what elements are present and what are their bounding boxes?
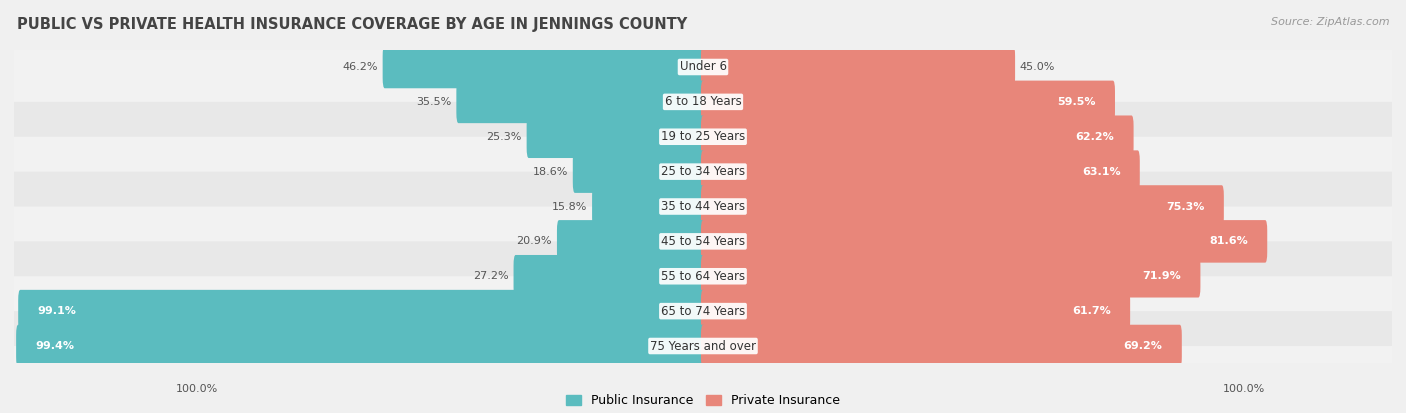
Text: 69.2%: 69.2% [1123, 341, 1163, 351]
Text: Under 6: Under 6 [679, 60, 727, 74]
Text: 25 to 34 Years: 25 to 34 Years [661, 165, 745, 178]
Text: 75 Years and over: 75 Years and over [650, 339, 756, 353]
FancyBboxPatch shape [592, 185, 704, 228]
Text: 6 to 18 Years: 6 to 18 Years [665, 95, 741, 108]
Text: 15.8%: 15.8% [553, 202, 588, 211]
Text: 35 to 44 Years: 35 to 44 Years [661, 200, 745, 213]
Text: 35.5%: 35.5% [416, 97, 451, 107]
Text: 45.0%: 45.0% [1019, 62, 1056, 72]
FancyBboxPatch shape [702, 185, 1223, 228]
FancyBboxPatch shape [382, 46, 704, 88]
Text: 75.3%: 75.3% [1166, 202, 1205, 211]
FancyBboxPatch shape [11, 311, 1395, 381]
Text: 65 to 74 Years: 65 to 74 Years [661, 305, 745, 318]
Text: 19 to 25 Years: 19 to 25 Years [661, 130, 745, 143]
FancyBboxPatch shape [702, 255, 1201, 297]
FancyBboxPatch shape [11, 276, 1395, 346]
Legend: Public Insurance, Private Insurance: Public Insurance, Private Insurance [567, 394, 839, 407]
FancyBboxPatch shape [702, 220, 1267, 263]
Text: PUBLIC VS PRIVATE HEALTH INSURANCE COVERAGE BY AGE IN JENNINGS COUNTY: PUBLIC VS PRIVATE HEALTH INSURANCE COVER… [17, 17, 688, 31]
Text: 100.0%: 100.0% [1223, 384, 1265, 394]
FancyBboxPatch shape [702, 150, 1140, 193]
FancyBboxPatch shape [702, 325, 1182, 367]
Text: 46.2%: 46.2% [342, 62, 378, 72]
FancyBboxPatch shape [702, 290, 1130, 332]
FancyBboxPatch shape [557, 220, 704, 263]
FancyBboxPatch shape [702, 81, 1115, 123]
Text: 99.1%: 99.1% [38, 306, 76, 316]
FancyBboxPatch shape [457, 81, 704, 123]
FancyBboxPatch shape [11, 67, 1395, 137]
Text: 27.2%: 27.2% [472, 271, 509, 281]
FancyBboxPatch shape [11, 172, 1395, 241]
Text: 81.6%: 81.6% [1209, 236, 1249, 247]
Text: 55 to 64 Years: 55 to 64 Years [661, 270, 745, 283]
Text: 100.0%: 100.0% [176, 384, 218, 394]
Text: 61.7%: 61.7% [1073, 306, 1111, 316]
Text: 62.2%: 62.2% [1076, 132, 1115, 142]
Text: Source: ZipAtlas.com: Source: ZipAtlas.com [1271, 17, 1389, 26]
FancyBboxPatch shape [702, 116, 1133, 158]
FancyBboxPatch shape [572, 150, 704, 193]
FancyBboxPatch shape [513, 255, 704, 297]
Text: 20.9%: 20.9% [516, 236, 553, 247]
FancyBboxPatch shape [18, 290, 704, 332]
Text: 71.9%: 71.9% [1142, 271, 1181, 281]
FancyBboxPatch shape [11, 206, 1395, 276]
Text: 18.6%: 18.6% [533, 166, 568, 177]
Text: 25.3%: 25.3% [486, 132, 522, 142]
Text: 59.5%: 59.5% [1057, 97, 1095, 107]
FancyBboxPatch shape [702, 46, 1015, 88]
FancyBboxPatch shape [11, 32, 1395, 102]
FancyBboxPatch shape [11, 137, 1395, 206]
Text: 45 to 54 Years: 45 to 54 Years [661, 235, 745, 248]
FancyBboxPatch shape [11, 241, 1395, 311]
FancyBboxPatch shape [527, 116, 704, 158]
FancyBboxPatch shape [15, 325, 704, 367]
Text: 99.4%: 99.4% [35, 341, 75, 351]
Text: 63.1%: 63.1% [1081, 166, 1121, 177]
FancyBboxPatch shape [11, 102, 1395, 172]
